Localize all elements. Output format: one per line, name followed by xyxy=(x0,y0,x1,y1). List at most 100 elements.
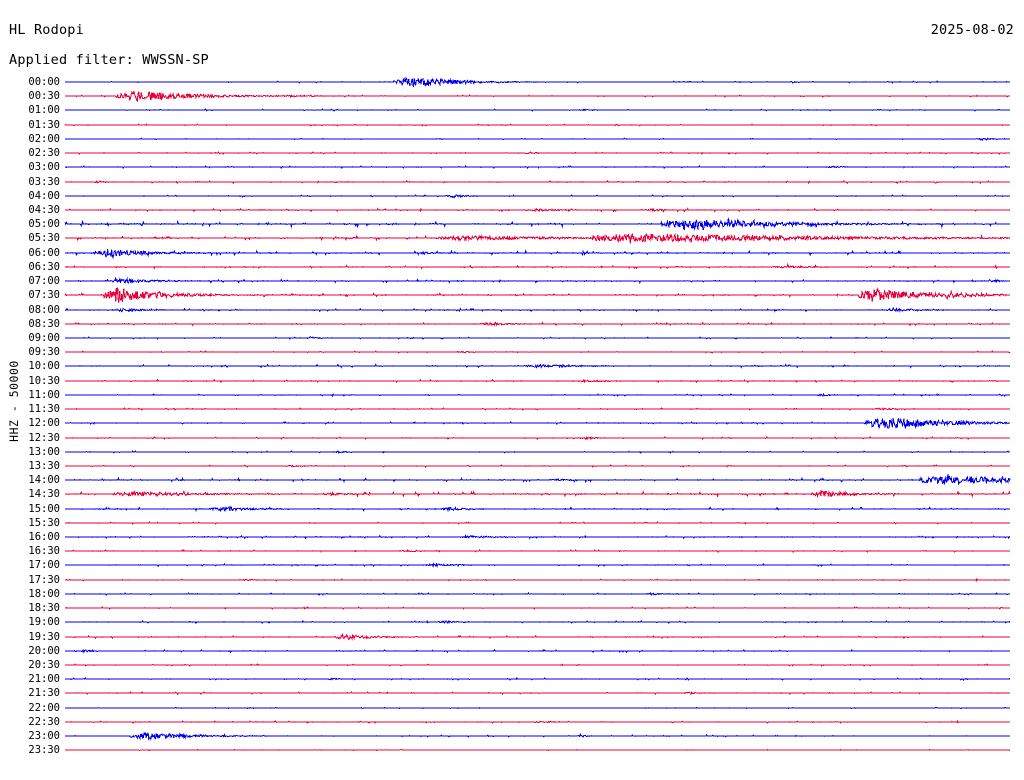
row-time-label: 14:00 xyxy=(28,474,60,487)
row-time-label: 11:00 xyxy=(28,388,60,401)
row-time-label: 19:00 xyxy=(28,616,60,629)
row-time-label: 23:00 xyxy=(28,730,60,743)
row-time-label: 21:30 xyxy=(28,687,60,700)
helicorder-row: 22:30 xyxy=(0,715,1024,730)
helicorder-row: 05:30 xyxy=(0,231,1024,246)
helicorder-row: 07:30 xyxy=(0,287,1024,304)
row-time-label: 13:30 xyxy=(28,459,60,472)
row-trace xyxy=(64,676,1011,712)
applied-filter-label: Applied filter: WWSSN-SP xyxy=(9,52,209,68)
row-trace xyxy=(64,463,1011,499)
helicorder-row: 20:30 xyxy=(0,658,1024,673)
row-trace xyxy=(64,577,1011,613)
helicorder-row: 21:00 xyxy=(0,672,1024,687)
row-trace xyxy=(64,421,1011,457)
helicorder-row: 21:30 xyxy=(0,686,1024,701)
page-title: HL Rodopi xyxy=(9,22,84,38)
row-time-label: 07:00 xyxy=(28,275,60,288)
row-time-label: 08:30 xyxy=(28,317,60,330)
helicorder-row: 11:30 xyxy=(0,402,1024,417)
helicorder-row: 13:30 xyxy=(0,459,1024,474)
row-trace xyxy=(64,278,1011,314)
row-time-label: 19:30 xyxy=(28,630,60,643)
helicorder-row: 13:00 xyxy=(0,445,1024,460)
row-trace xyxy=(64,620,1011,656)
row-trace xyxy=(64,79,1011,115)
helicorder-row: 02:30 xyxy=(0,146,1024,161)
row-trace xyxy=(64,648,1011,684)
row-time-label: 01:00 xyxy=(28,104,60,117)
helicorder-row: 03:00 xyxy=(0,160,1024,175)
row-trace xyxy=(64,236,1011,272)
row-trace xyxy=(64,349,1011,385)
row-trace xyxy=(64,221,1011,257)
row-trace xyxy=(64,662,1011,698)
row-trace xyxy=(64,634,1011,670)
row-trace xyxy=(64,506,1010,542)
row-trace xyxy=(64,563,1011,599)
row-time-label: 09:30 xyxy=(28,346,60,359)
helicorder-row: 15:00 xyxy=(0,502,1024,517)
row-trace xyxy=(64,250,1011,286)
row-trace xyxy=(64,321,1011,357)
row-time-label: 02:00 xyxy=(28,132,60,145)
row-trace xyxy=(64,150,1011,186)
helicorder-row: 03:30 xyxy=(0,175,1024,190)
row-time-label: 00:30 xyxy=(28,90,60,103)
row-time-label: 01:30 xyxy=(28,118,60,131)
helicorder-row: 20:00 xyxy=(0,644,1024,659)
row-time-label: 20:00 xyxy=(28,644,60,657)
row-trace xyxy=(64,307,1011,343)
row-trace xyxy=(64,477,1011,513)
row-time-label: 16:30 xyxy=(28,545,60,558)
record-date: 2025-08-02 xyxy=(930,22,1014,38)
row-trace xyxy=(64,264,1011,300)
helicorder-row: 09:30 xyxy=(0,345,1024,360)
helicorder-row: 02:00 xyxy=(0,132,1024,147)
row-trace xyxy=(64,492,1011,528)
row-time-label: 04:00 xyxy=(28,189,60,202)
helicorder-row: 12:00 xyxy=(0,416,1024,431)
row-trace xyxy=(64,136,1011,172)
row-time-label: 14:30 xyxy=(28,488,60,501)
row-time-label: 05:00 xyxy=(28,218,60,231)
row-trace xyxy=(64,193,1011,229)
helicorder-row: 04:30 xyxy=(0,203,1024,218)
row-time-label: 10:00 xyxy=(28,360,60,373)
helicorder-row: 16:00 xyxy=(0,530,1024,545)
helicorder-row: 06:00 xyxy=(0,246,1024,261)
helicorder-row: 14:30 xyxy=(0,487,1024,502)
row-time-label: 10:30 xyxy=(28,374,60,387)
row-time-label: 21:00 xyxy=(28,673,60,686)
helicorder-row: 17:30 xyxy=(0,573,1024,588)
row-time-label: 07:30 xyxy=(28,289,60,302)
helicorder-row: 00:30 xyxy=(0,89,1024,104)
helicorder-row: 19:00 xyxy=(0,615,1024,630)
row-time-label: 22:30 xyxy=(28,715,60,728)
row-time-label: 12:30 xyxy=(28,431,60,444)
helicorder-row: 11:00 xyxy=(0,388,1024,403)
helicorder-row: 14:00 xyxy=(0,473,1024,488)
row-trace xyxy=(64,65,1011,101)
row-time-label: 18:30 xyxy=(28,602,60,615)
row-trace xyxy=(64,392,1011,428)
row-time-label: 18:00 xyxy=(28,587,60,600)
helicorder-row: 06:30 xyxy=(0,260,1024,275)
row-time-label: 17:30 xyxy=(28,573,60,586)
row-time-label: 03:30 xyxy=(28,175,60,188)
row-trace xyxy=(65,93,1011,129)
helicorder-plot: 00:00 00:30 01:00 01:30 02:00 02:30 03:00 03:30… xyxy=(0,72,1024,772)
row-trace xyxy=(64,364,1011,400)
helicorder-row: 08:30 xyxy=(0,317,1024,332)
row-trace xyxy=(64,705,1011,741)
helicorder-row: 08:00 xyxy=(0,303,1024,318)
row-time-label: 11:30 xyxy=(28,403,60,416)
helicorder-row: 22:00 xyxy=(0,701,1024,716)
page-header: HL Rodopi 2025-08-02 Applied filter: WWS… xyxy=(0,0,1024,72)
row-time-label: 09:00 xyxy=(28,331,60,344)
row-time-label: 02:30 xyxy=(28,147,60,160)
row-trace xyxy=(64,691,1010,727)
row-time-label: 17:00 xyxy=(28,559,60,572)
row-trace xyxy=(64,122,1011,158)
